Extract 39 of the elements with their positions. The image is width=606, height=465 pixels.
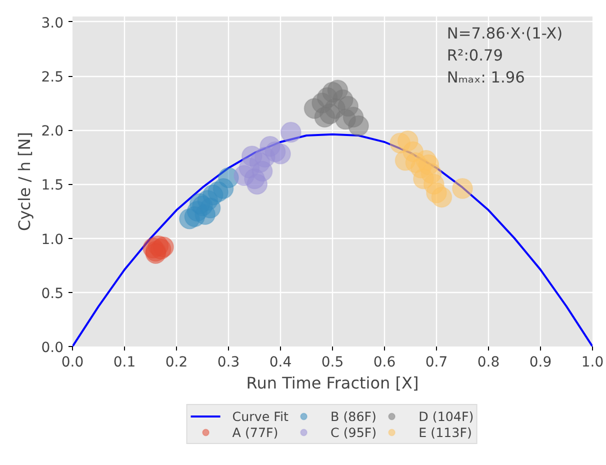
point — [452, 178, 473, 200]
x-tick-label: 0.0 — [61, 354, 84, 370]
y-tick-label: 0.0 — [41, 340, 64, 356]
point — [280, 122, 302, 143]
y-tick-label: 1.5 — [41, 178, 64, 194]
y-tick-label: 1.0 — [41, 232, 64, 248]
legend-label: A (77F) — [232, 424, 278, 440]
x-tick-label: 0.9 — [529, 354, 552, 370]
x-tick-label: 0.1 — [113, 354, 136, 370]
point — [314, 106, 336, 128]
annotation: N=7.86·X·(1-X) — [446, 24, 563, 42]
y-tick-label: 0.5 — [41, 286, 64, 302]
legend-label: Curve Fit — [232, 408, 288, 424]
annotation: Nₘₐₓ: 1.96 — [446, 68, 525, 86]
x-tick-label: 0.8 — [477, 354, 500, 370]
point — [252, 160, 273, 182]
legend-label: D (104F) — [418, 408, 474, 424]
point — [431, 186, 452, 208]
point — [418, 154, 440, 176]
x-tick-label: 0.4 — [269, 354, 292, 370]
x-tick-label: 0.3 — [217, 354, 240, 370]
x-axis-title: Run Time Fraction [X] — [246, 374, 419, 392]
x-tick-label: 0.5 — [321, 354, 344, 370]
point — [270, 143, 291, 164]
y-axis-title: Cycle / h [N] — [15, 132, 34, 231]
y-tick-label: 3.0 — [41, 15, 64, 32]
point — [335, 108, 356, 130]
x-tick-label: 1.0 — [581, 354, 604, 370]
y-tick-label: 2.0 — [41, 124, 64, 140]
x-tick-label: 0.2 — [165, 354, 188, 370]
point — [184, 206, 206, 228]
y-tick-label: 2.5 — [41, 70, 64, 86]
legend-label: B (86F) — [330, 408, 376, 424]
legend-label: E (113F) — [418, 424, 472, 440]
annotation: R²:0.79 — [446, 46, 503, 64]
x-tick-label: 0.6 — [373, 354, 396, 370]
legend-label: C (95F) — [330, 424, 377, 440]
x-tick-label: 0.7 — [425, 354, 448, 370]
point — [241, 146, 262, 167]
